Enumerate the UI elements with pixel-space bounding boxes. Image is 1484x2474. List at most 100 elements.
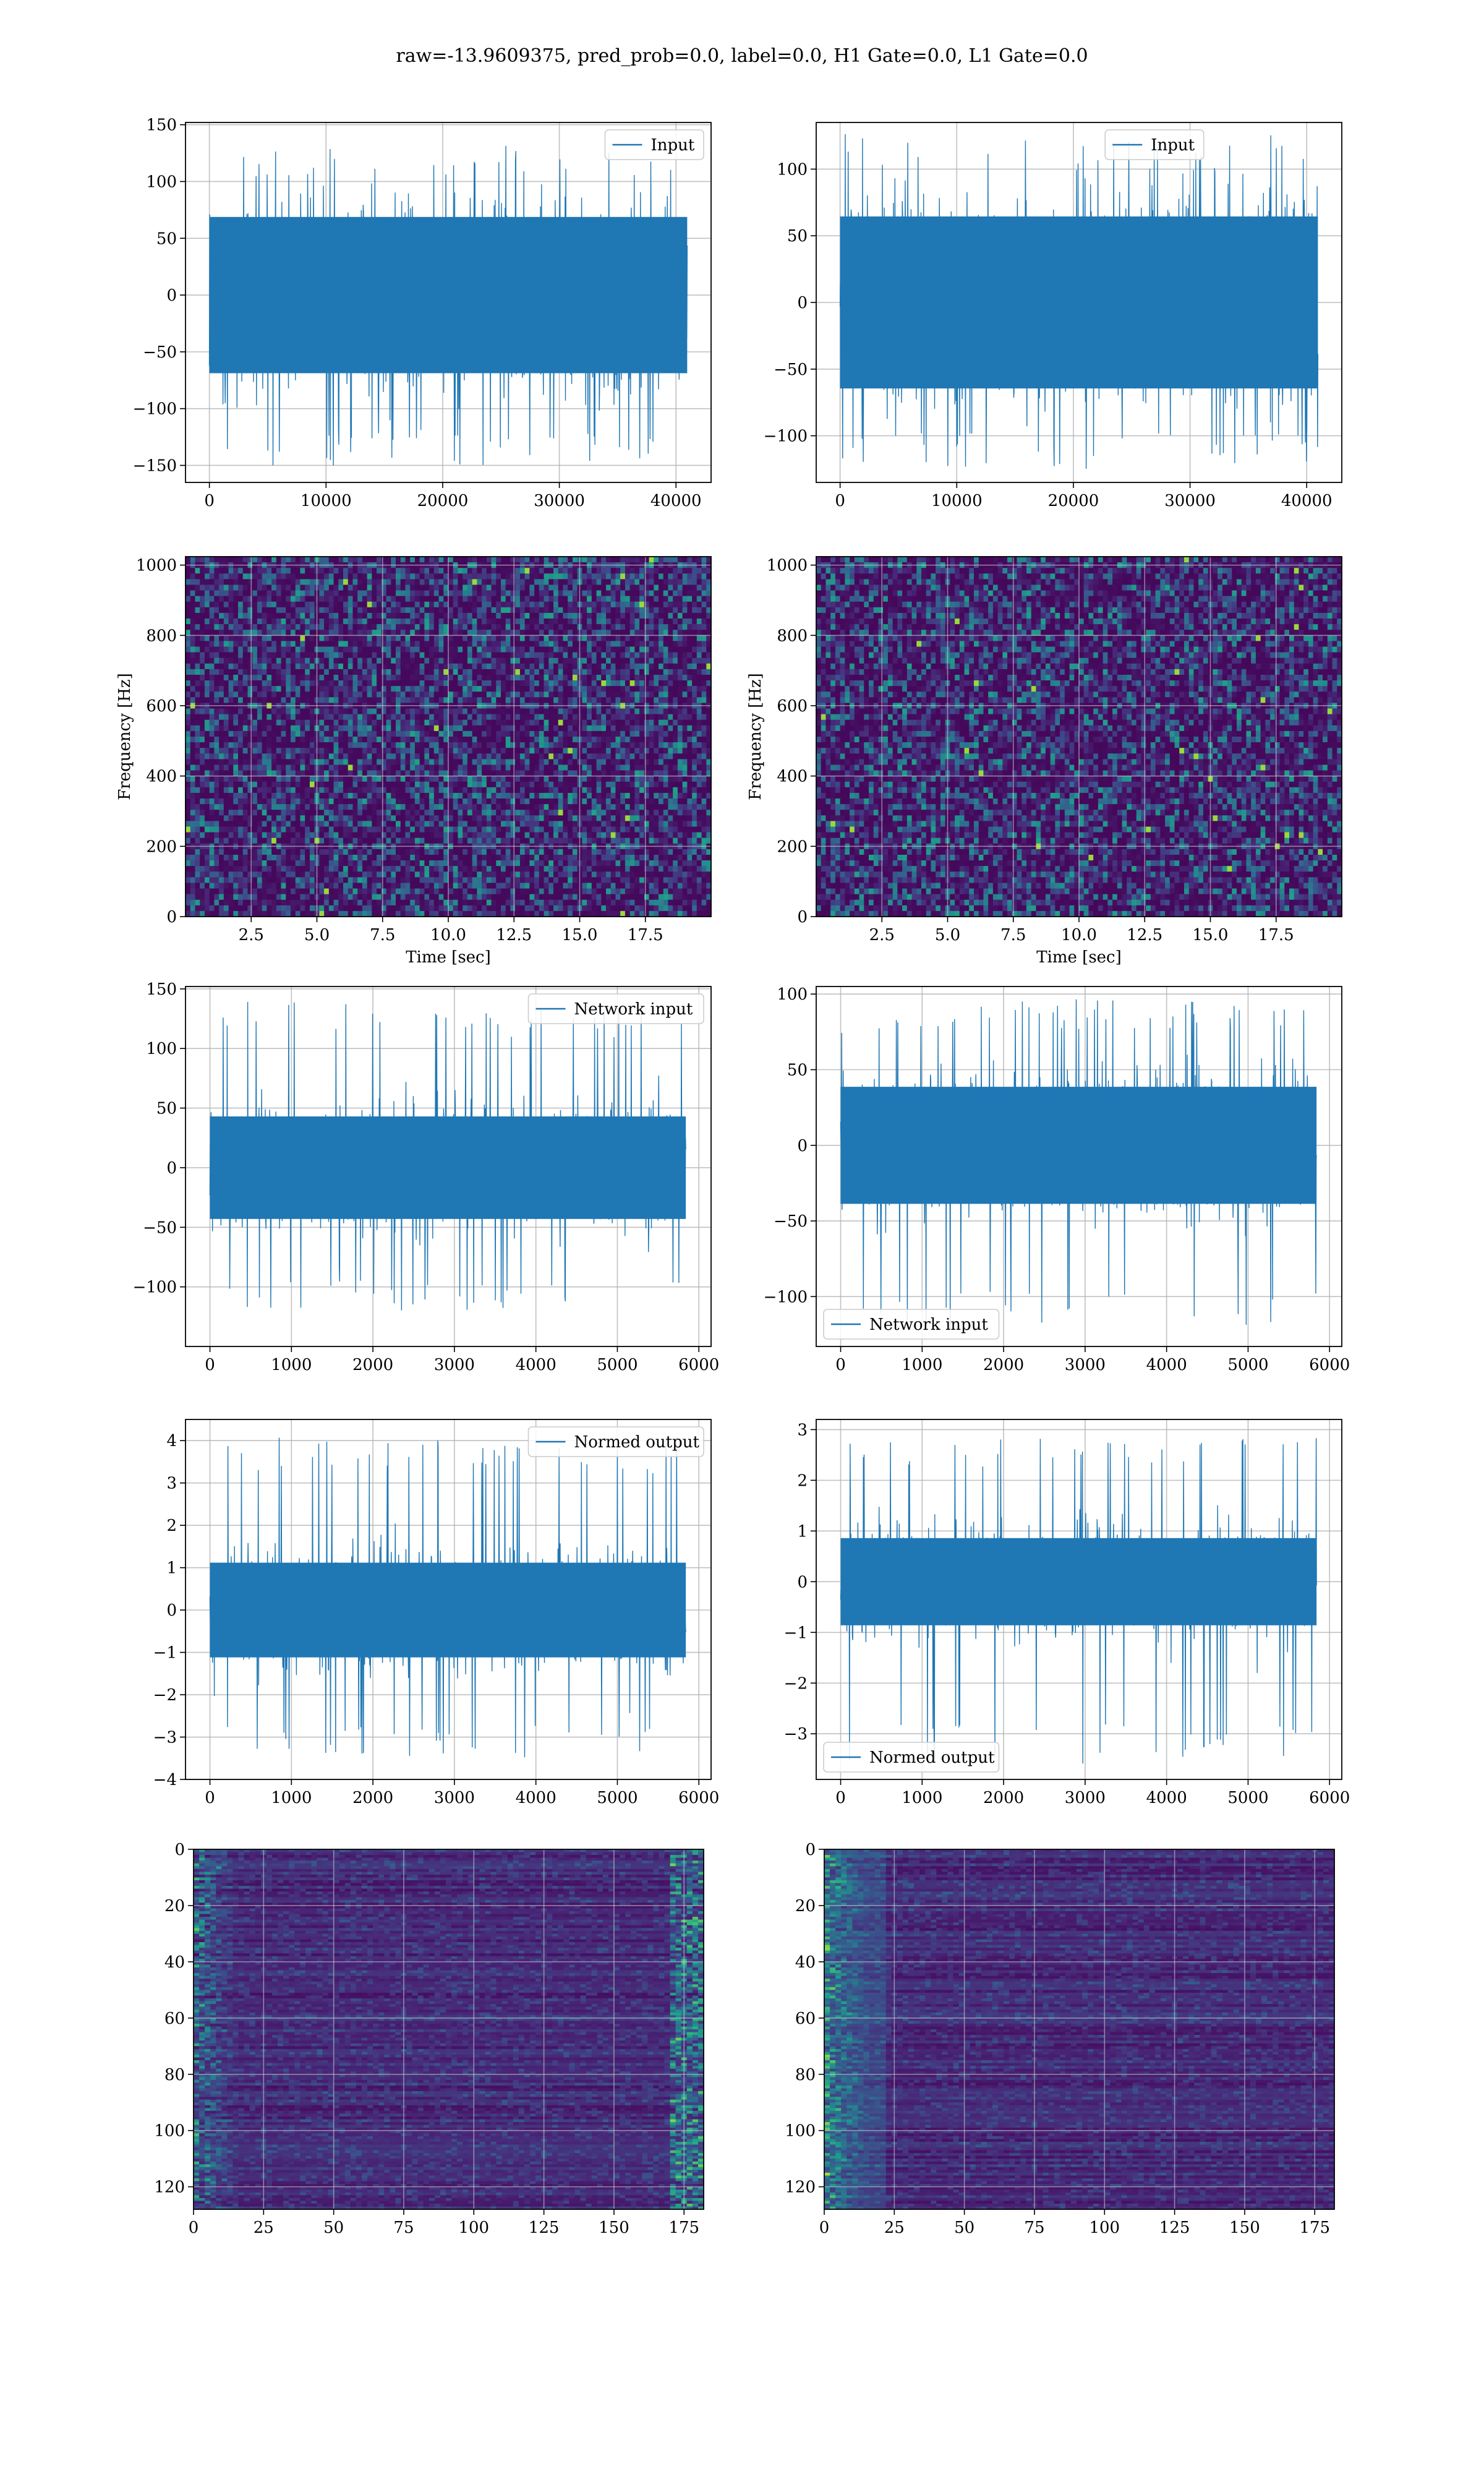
heatmap-cell [367,742,372,748]
heatmap-cell [439,686,444,692]
heatmap-cell [630,697,635,703]
heatmap-cell [620,624,625,630]
heatmap-cell [639,635,644,641]
heatmap-cell [310,602,315,608]
heatmap-cell [286,624,291,630]
heatmap-cell [539,731,544,737]
heatmap-cell [620,653,625,659]
heatmap-cell [334,568,339,574]
heatmap-cell [271,591,276,597]
heatmap-cell [539,653,544,659]
heatmap-cell [247,635,252,641]
heatmap-cell [238,669,243,675]
heatmap-cell [506,742,511,748]
heatmap-cell [186,613,190,619]
heatmap-cell [296,731,301,737]
heatmap-cell [377,742,382,748]
heatmap-cell [300,641,305,647]
heatmap-cell [548,714,553,721]
heatmap-cell [405,709,410,715]
heatmap-cell [687,568,692,574]
heatmap-cell [649,624,654,630]
heatmap-cell [697,607,702,614]
x-tick-label-1: 10000 [931,492,983,510]
y-tick-label-1: −50 [774,361,808,379]
heatmap-cell [472,731,477,737]
heatmap-cell [286,753,291,760]
heatmap-cell [424,709,429,715]
heatmap-cell [415,658,420,664]
heatmap-cell [233,607,238,614]
heatmap-cell [496,764,501,771]
heatmap-cell [520,664,525,670]
heatmap-cell [291,613,296,619]
heatmap-cell [625,686,630,692]
heatmap-cell [262,658,267,664]
heatmap-cell [372,602,377,608]
heatmap-cell [548,737,553,743]
heatmap-cell [597,613,602,619]
heatmap-cell [343,557,348,563]
heatmap-cell [534,759,539,765]
heatmap-cell [697,669,702,675]
heatmap-cell [668,753,673,760]
heatmap-cell [463,675,467,681]
heatmap-cell [678,742,683,748]
heatmap-cell [190,602,195,608]
heatmap-cell [415,568,420,574]
heatmap-cell [391,686,396,692]
heatmap-cell [611,753,616,760]
heatmap-cell [319,680,324,687]
heatmap-cell [467,720,472,726]
heatmap-cell [391,630,396,636]
heatmap-cell [415,669,420,675]
heatmap-cell [472,742,477,748]
heatmap-cell [587,697,592,703]
heatmap-cell [238,714,243,721]
heatmap-cell [401,686,406,692]
heatmap-cell [659,602,663,608]
heatmap-cell [668,607,673,614]
heatmap-cell [405,647,410,653]
heatmap-cell [434,591,439,597]
heatmap-cell [534,630,539,636]
heatmap-cell [463,709,467,715]
heatmap-cell [424,557,429,563]
heatmap-cell [487,658,492,664]
heatmap-cell [247,686,252,692]
heatmap-cell [281,664,286,670]
heatmap-cell [286,764,291,771]
heatmap-cell [362,635,367,641]
heatmap-cell [195,557,200,563]
heatmap-cell [659,641,663,647]
heatmap-cell [296,686,301,692]
heatmap-cell [520,753,525,760]
heatmap-cell [300,709,305,715]
heatmap-cell [534,613,539,619]
heatmap-cell [453,635,458,641]
heatmap-cell [563,647,568,653]
heatmap-cell [205,584,210,591]
heatmap-cell [496,748,501,754]
heatmap-cell [247,759,252,765]
heatmap-cell [410,573,415,580]
heatmap-cell [506,669,511,675]
heatmap-cell [224,568,229,574]
heatmap-cell [324,579,329,585]
heatmap-cell [424,613,429,619]
heatmap-cell [525,714,530,721]
heatmap-cell [300,557,305,563]
heatmap-cell [424,680,429,687]
heatmap-cell [401,602,406,608]
heatmap-cell [329,607,334,614]
heatmap-cell [453,726,458,732]
heatmap-cell [678,557,683,563]
heatmap-cell [281,731,286,737]
heatmap-cell [291,753,296,760]
heatmap-cell [506,709,511,715]
heatmap-cell [539,613,544,619]
heatmap-cell [276,630,281,636]
heatmap-cell [463,653,467,659]
heatmap-cell [582,641,587,647]
heatmap-cell [424,714,429,721]
